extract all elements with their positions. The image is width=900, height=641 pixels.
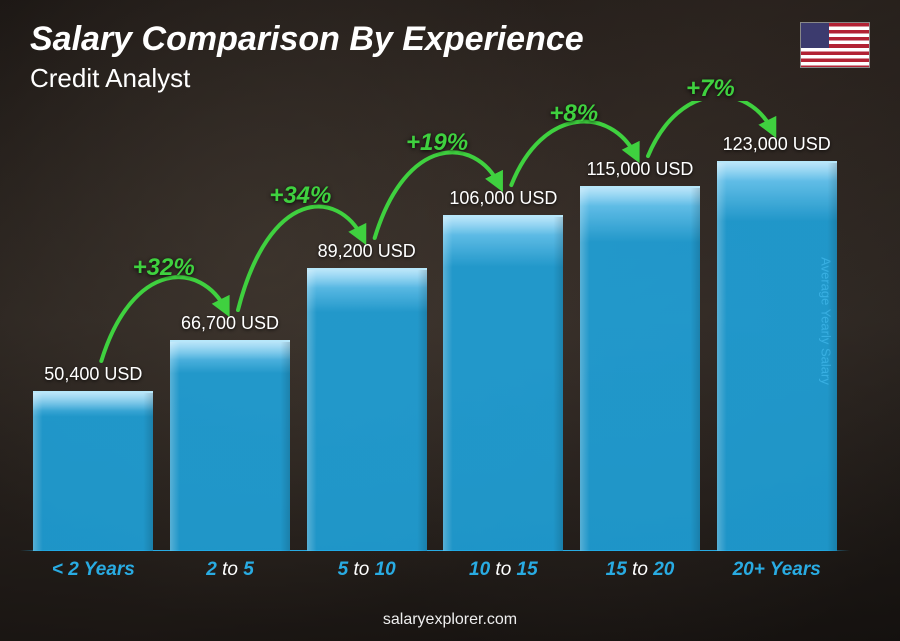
bar-chart: 50,400 USD 66,700 USD 89,200 USD 106,000 US… bbox=[30, 101, 840, 581]
bar-4: 115,000 USD bbox=[577, 159, 704, 551]
x-label: 15 to 20 bbox=[577, 559, 704, 581]
bar-1: 66,700 USD bbox=[167, 313, 294, 551]
chart-title: Salary Comparison By Experience bbox=[30, 20, 584, 59]
bar-5: 123,000 USD bbox=[713, 134, 840, 551]
bar-0: 50,400 USD bbox=[30, 364, 157, 551]
bar-value-label: 89,200 USD bbox=[318, 241, 416, 262]
bar-value-label: 115,000 USD bbox=[587, 159, 694, 180]
x-labels-container: < 2 Years 2 to 5 5 to 10 10 to 15 15 to 20 20… bbox=[30, 559, 840, 581]
bars-container: 50,400 USD 66,700 USD 89,200 USD 106,000 US… bbox=[30, 121, 840, 551]
bar-rect bbox=[170, 340, 290, 551]
bar-value-label: 123,000 USD bbox=[723, 134, 831, 155]
x-label: 20+ Years bbox=[713, 559, 840, 581]
bar-2: 89,200 USD bbox=[303, 241, 430, 551]
x-label: 2 to 5 bbox=[167, 559, 294, 581]
us-flag-icon bbox=[800, 22, 870, 68]
bar-value-label: 50,400 USD bbox=[44, 364, 142, 385]
x-label: 5 to 10 bbox=[303, 559, 430, 581]
bar-value-label: 66,700 USD bbox=[181, 313, 279, 334]
bar-rect bbox=[717, 161, 837, 551]
bar-rect bbox=[33, 391, 153, 551]
x-label: < 2 Years bbox=[30, 559, 157, 581]
x-label: 10 to 15 bbox=[440, 559, 567, 581]
bar-rect bbox=[307, 268, 427, 551]
bar-rect bbox=[580, 186, 700, 551]
chart-subtitle: Credit Analyst bbox=[30, 63, 584, 94]
bar-3: 106,000 USD bbox=[440, 188, 567, 551]
bar-rect bbox=[443, 215, 563, 551]
footer-attribution: salaryexplorer.com bbox=[0, 611, 900, 629]
header: Salary Comparison By Experience Credit A… bbox=[30, 20, 584, 94]
bar-value-label: 106,000 USD bbox=[449, 188, 557, 209]
